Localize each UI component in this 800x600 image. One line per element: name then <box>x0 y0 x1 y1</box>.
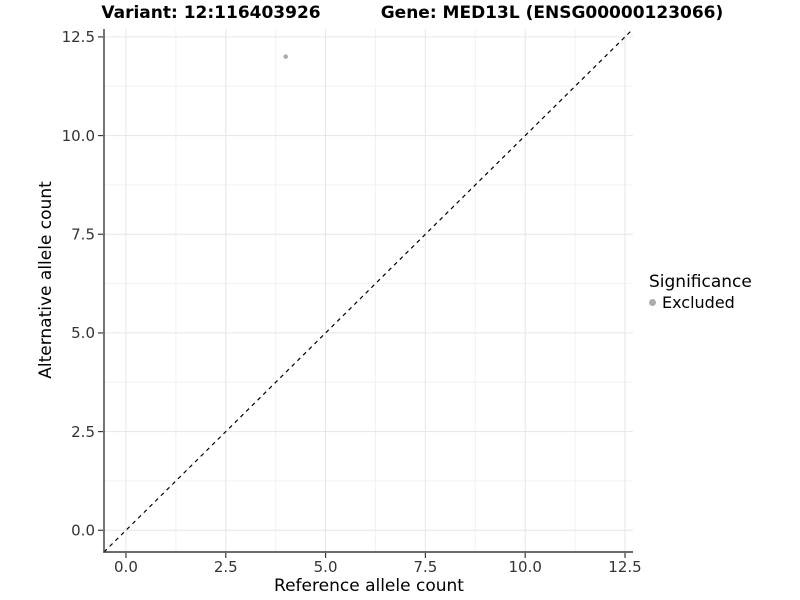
legend-item-label: Excluded <box>662 292 735 312</box>
y-tick-label: 0.0 <box>71 521 95 539</box>
x-tick-label: 7.5 <box>413 558 437 576</box>
legend-item-excluded: Excluded <box>649 292 752 312</box>
y-tick-label: 12.5 <box>62 28 95 46</box>
x-tick-label: 10.0 <box>509 558 542 576</box>
legend-point-swatch-icon <box>649 298 656 306</box>
y-tick-label: 10.0 <box>62 127 95 145</box>
x-tick-label: 2.5 <box>214 558 238 576</box>
y-tick-label: 7.5 <box>71 225 95 243</box>
y-tick-label: 2.5 <box>71 423 95 441</box>
identity-line <box>103 28 634 553</box>
legend: Significance Excluded <box>649 272 752 312</box>
plot-title-variant: Variant: 12:116403926 <box>101 3 321 23</box>
plot-title-gene: Gene: MED13L (ENSG00000123066) <box>380 3 724 23</box>
x-tick-label: 0.0 <box>114 558 138 576</box>
y-axis-title: Alternative allele count <box>36 181 56 379</box>
data-point <box>283 54 288 59</box>
legend-title: Significance <box>649 272 752 292</box>
x-axis-title: Reference allele count <box>274 576 464 596</box>
x-tick-label: 12.5 <box>608 558 641 576</box>
y-tick-label: 5.0 <box>71 324 95 342</box>
x-tick-label: 5.0 <box>314 558 338 576</box>
